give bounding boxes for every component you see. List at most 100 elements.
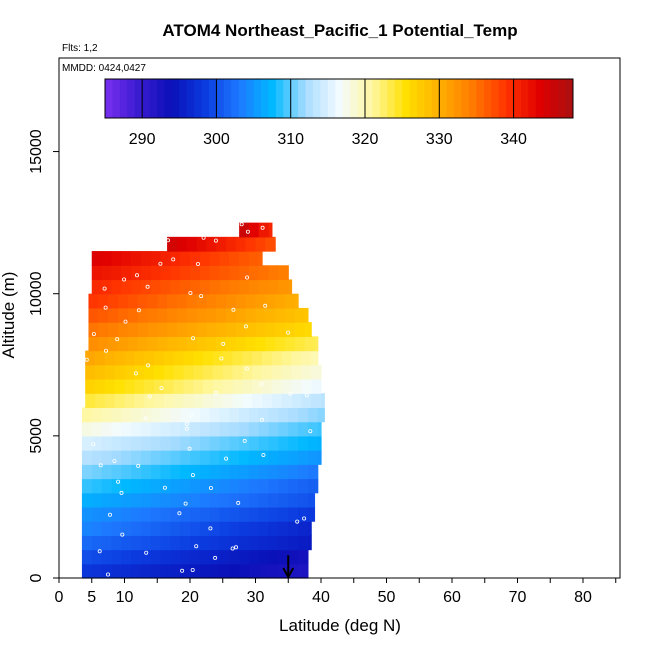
sample-point	[134, 273, 139, 278]
sample-point	[180, 568, 185, 573]
heatmap-cell	[140, 563, 152, 579]
heatmap-cell	[150, 407, 162, 423]
heatmap-cell	[121, 251, 132, 266]
heatmap-cell	[147, 293, 158, 309]
heatmap-cell	[117, 293, 129, 309]
sample-point	[208, 526, 213, 531]
heatmap-cell	[170, 492, 181, 508]
heatmap-cell	[268, 549, 280, 565]
chart-title: ATOM4 Northeast_Pacific_1 Potential_Temp	[162, 21, 517, 40]
sample-point	[195, 261, 200, 266]
heatmap-cell	[81, 521, 93, 536]
heatmap-cell	[121, 450, 132, 465]
heatmap-cell	[239, 435, 250, 451]
heatmap-cell	[131, 279, 142, 295]
heatmap-cell	[255, 322, 266, 337]
heatmap-cell	[278, 535, 289, 551]
heatmap-cell	[121, 549, 132, 565]
heatmap-cell	[258, 251, 263, 266]
marker-arrowhead	[282, 567, 295, 580]
heatmap-cell	[258, 521, 270, 536]
heatmap-cell	[209, 435, 221, 451]
heatmap-cell	[291, 364, 302, 380]
heatmap-cell	[248, 222, 260, 238]
heatmap-cell	[265, 336, 276, 352]
sample-point	[189, 413, 194, 418]
heatmap-cell	[209, 279, 221, 295]
heatmap-cell	[275, 293, 286, 309]
colorbar-segment	[275, 79, 284, 118]
colorbar-segment	[431, 79, 440, 118]
heatmap-cell	[258, 478, 270, 494]
heatmap-cell	[235, 322, 247, 337]
heatmap-cell	[203, 378, 214, 394]
heatmap-cell	[131, 435, 142, 451]
heatmap-cell	[294, 322, 306, 337]
sample-point	[120, 532, 125, 537]
heatmap-cell	[229, 506, 240, 522]
heatmap-cell	[242, 350, 253, 366]
heatmap-cell	[180, 450, 191, 465]
heatmap-cell	[114, 350, 126, 366]
heatmap-cell	[219, 492, 230, 508]
sample-point	[177, 511, 182, 516]
heatmap-cell	[232, 364, 243, 380]
heatmap-cell	[101, 450, 112, 465]
y-axis-label: Altitude (m)	[0, 272, 18, 359]
heatmap-cell	[209, 251, 221, 266]
heatmap-cell	[190, 407, 201, 423]
heatmap-cell	[294, 293, 299, 309]
heatmap-cell	[180, 407, 191, 423]
heatmap-cell	[298, 549, 309, 565]
heatmap-cell	[160, 450, 171, 465]
sample-point	[97, 549, 102, 554]
heatmap-cell	[190, 506, 201, 522]
heatmap-cell	[91, 251, 103, 266]
heatmap-cell	[235, 293, 247, 309]
heatmap-cell	[219, 535, 230, 551]
heatmap-cell	[258, 563, 270, 579]
heatmap-cell	[281, 364, 293, 380]
heatmap-cell	[278, 549, 289, 565]
colorbar-segment	[483, 79, 492, 118]
sample-point	[259, 382, 264, 387]
heatmap-cell	[199, 450, 211, 465]
colorbar-segment	[521, 79, 529, 118]
heatmap-cell	[307, 478, 319, 494]
heatmap-cell	[229, 421, 240, 437]
heatmap-cell	[121, 279, 132, 295]
heatmap-cell	[245, 322, 257, 337]
heatmap-cell	[153, 350, 165, 366]
heatmap-cell	[199, 251, 211, 266]
sample-point	[219, 356, 224, 361]
heatmap-cell	[278, 279, 289, 295]
heatmap-cell	[131, 535, 142, 551]
heatmap-cell	[281, 350, 293, 366]
heatmap-cell	[206, 236, 217, 252]
heatmap-cell	[298, 464, 309, 480]
heatmap-cell	[114, 393, 126, 409]
heatmap-cell	[209, 549, 221, 565]
heatmap-cell	[117, 307, 129, 323]
heatmap-cell	[298, 478, 309, 494]
heatmap-cell	[219, 421, 230, 437]
heatmap-cell	[288, 279, 293, 295]
heatmap-cell	[183, 378, 194, 394]
colorbar-segment	[290, 79, 299, 118]
heatmap-cell	[288, 549, 299, 565]
heatmap-cell	[104, 378, 116, 394]
heatmap-cell	[101, 421, 112, 437]
heatmap-cell	[219, 478, 230, 494]
heatmap-cell	[121, 478, 132, 494]
heatmap-cell	[98, 336, 109, 352]
heatmap-cell	[199, 535, 211, 551]
colorbar-segment	[105, 79, 113, 118]
heatmap-cell	[104, 350, 116, 366]
heatmap-cell	[298, 521, 309, 536]
heatmap-cell	[81, 492, 93, 508]
heatmap-cell	[101, 506, 112, 522]
location-marker	[282, 555, 295, 580]
heatmap-cell	[284, 307, 296, 323]
heatmap-cell	[219, 265, 230, 281]
heatmap-cell	[281, 393, 293, 409]
